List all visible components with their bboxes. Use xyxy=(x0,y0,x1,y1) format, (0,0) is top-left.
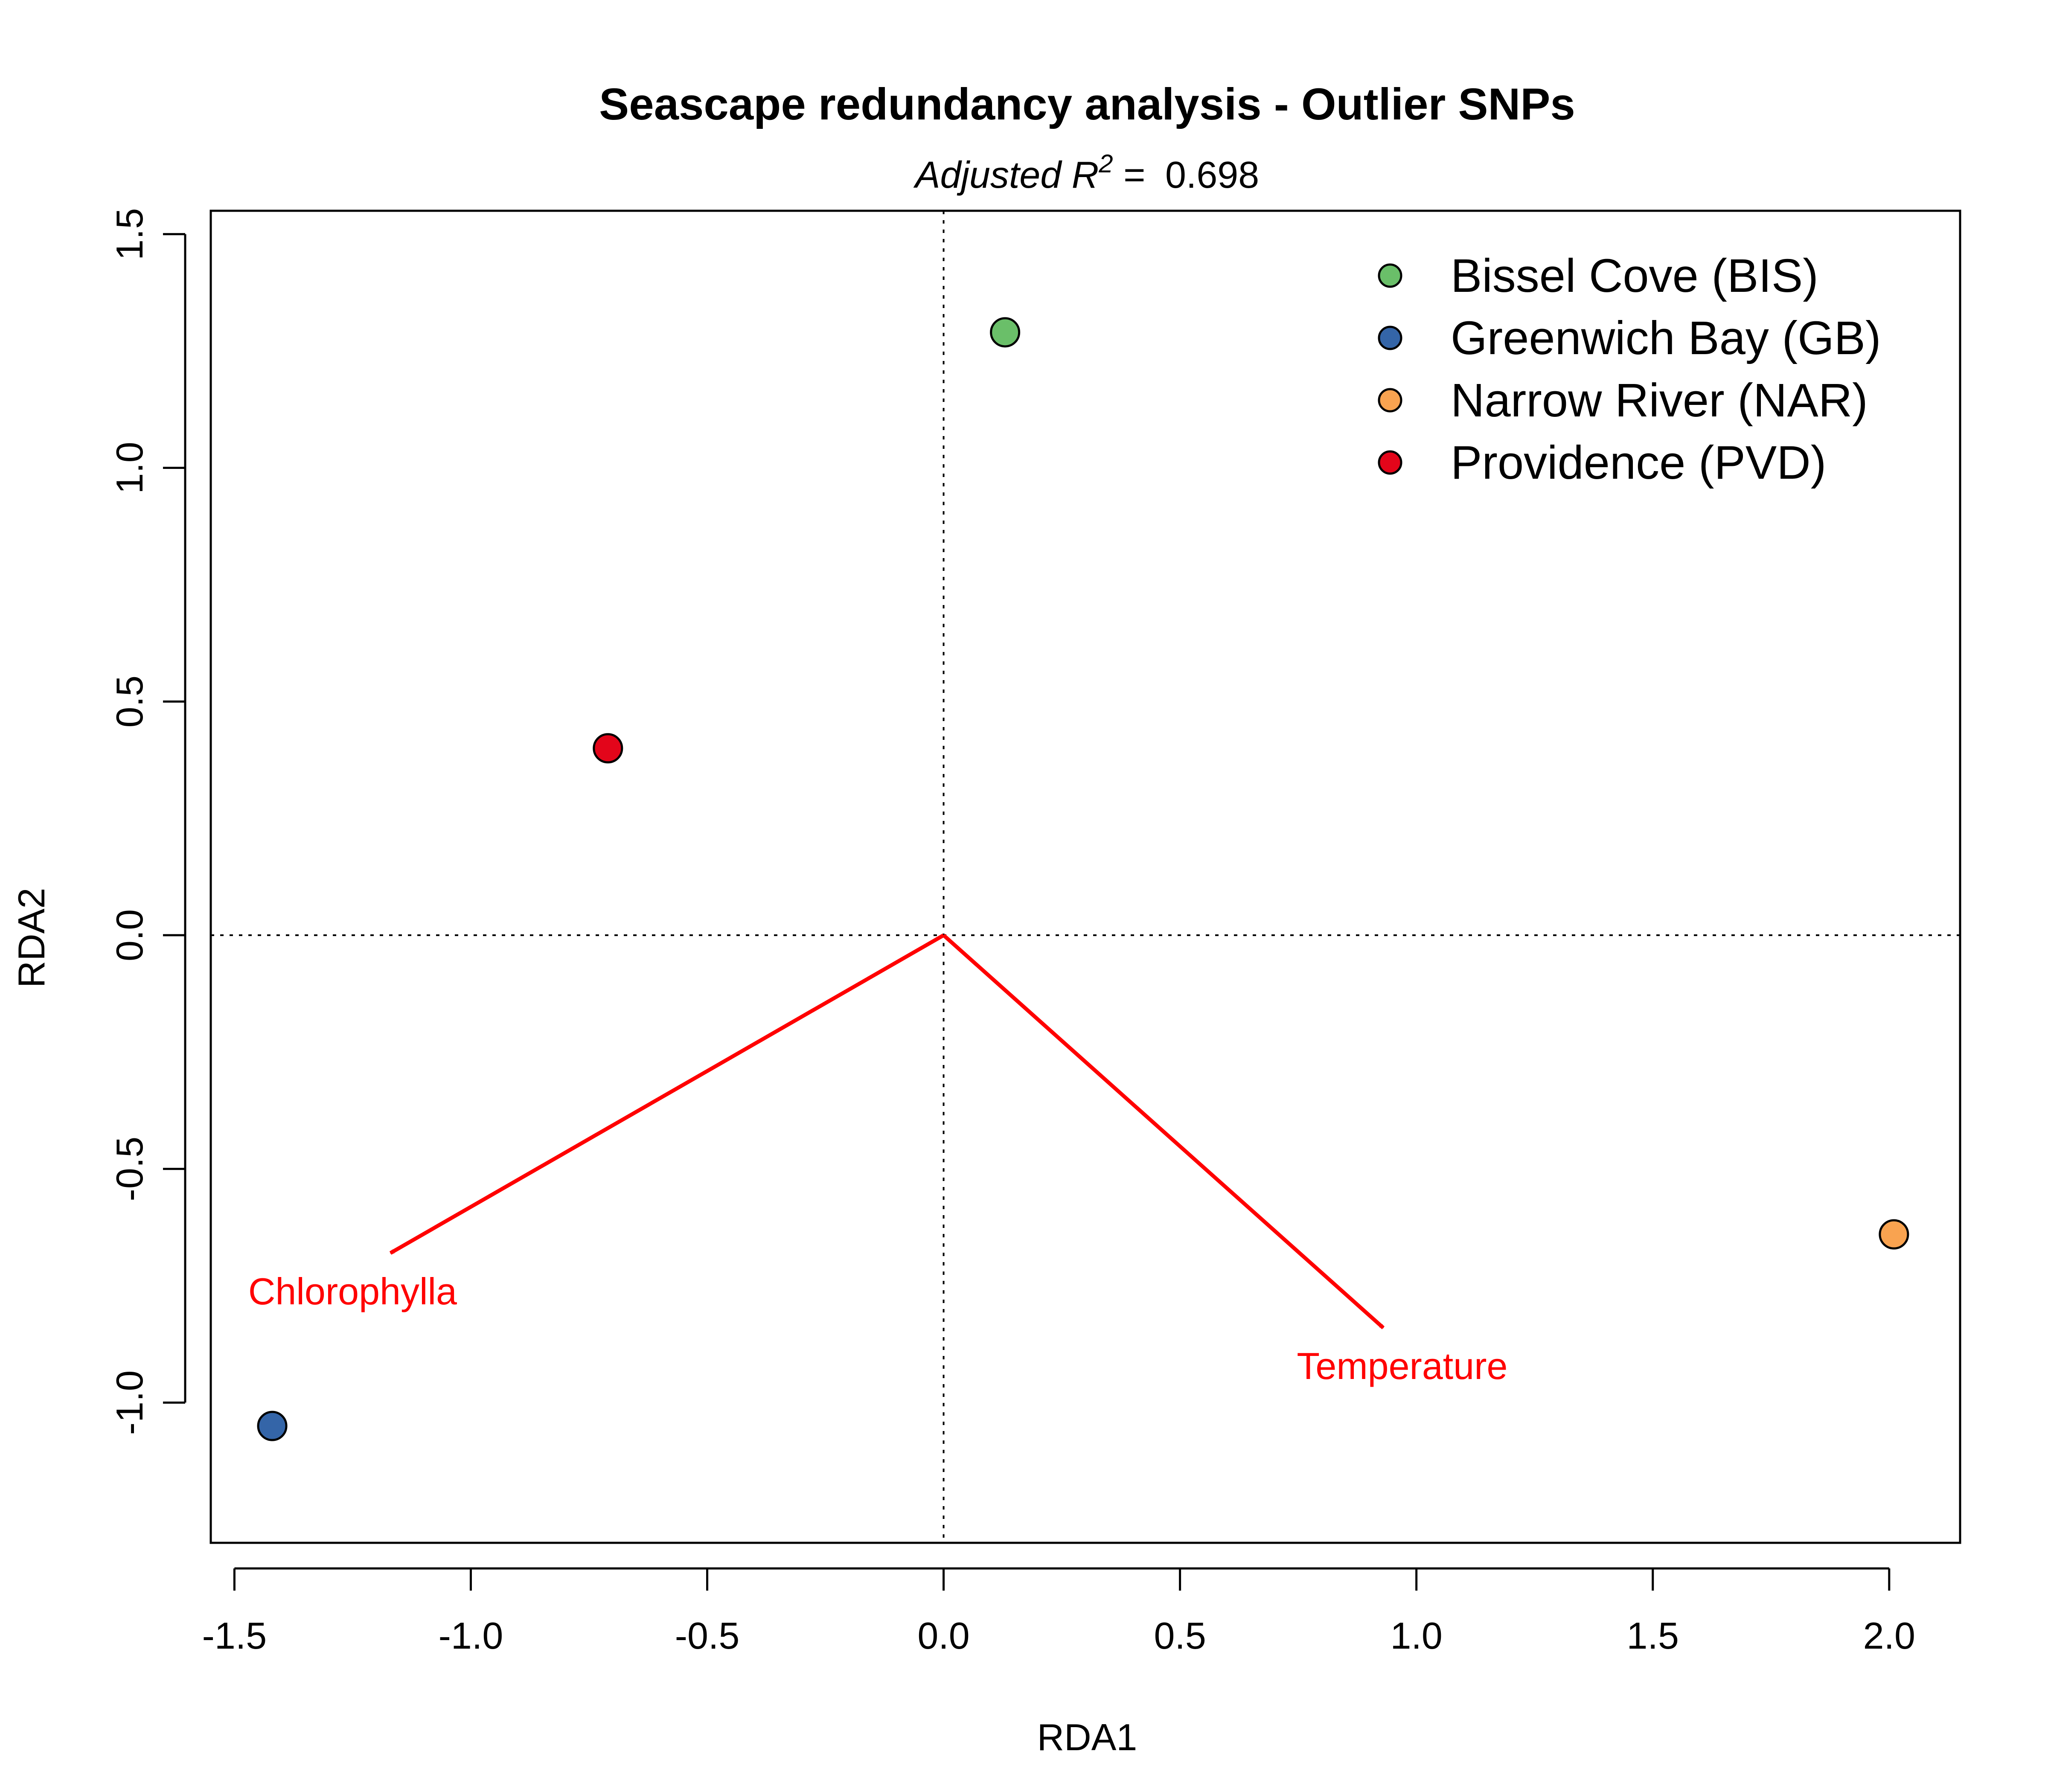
x-axis-label: RDA1 xyxy=(1037,1716,1137,1758)
x-tick-label: 0.0 xyxy=(917,1615,969,1657)
x-tick-label: -0.5 xyxy=(675,1615,740,1657)
vector-label-temperature: Temperature xyxy=(1297,1345,1507,1387)
chart-subtitle: Adjusted R2 = 0.698 xyxy=(913,149,1259,196)
subtitle-label: Adjusted R xyxy=(913,154,1099,196)
legend-marker xyxy=(1378,263,1402,288)
point-providence xyxy=(593,733,623,764)
y-axis: -1.0 -0.5 0.0 0.5 1.0 1.5 xyxy=(108,208,186,1435)
subtitle-superscript: 2 xyxy=(1098,149,1113,178)
legend-label: Narrow River (NAR) xyxy=(1451,374,1868,427)
legend-marker xyxy=(1378,326,1402,350)
x-tick-label: 0.5 xyxy=(1154,1615,1206,1657)
plot-area: Chlorophylla Temperature xyxy=(211,211,1960,1543)
legend-label: Providence (PVD) xyxy=(1451,436,1826,489)
legend-label: Greenwich Bay (GB) xyxy=(1451,312,1881,364)
vector-label-chlorophylla: Chlorophylla xyxy=(248,1270,457,1312)
legend: Bissel Cove (BIS) Greenwich Bay (GB) Narro… xyxy=(1378,250,1881,489)
subtitle-equals: = xyxy=(1113,154,1156,196)
legend-label: Bissel Cove (BIS) xyxy=(1451,250,1818,302)
x-tick-label: 1.5 xyxy=(1627,1615,1679,1657)
y-axis-label: RDA2 xyxy=(10,888,52,988)
x-tick-label: -1.0 xyxy=(439,1615,503,1657)
point-narrow-river xyxy=(1879,1219,1909,1250)
x-tick-label: -1.5 xyxy=(202,1615,267,1657)
legend-marker xyxy=(1378,388,1402,413)
vector-arrow-chlorophylla xyxy=(389,934,945,1255)
legend-marker xyxy=(1378,450,1402,475)
x-tick-label: 1.0 xyxy=(1391,1615,1443,1657)
plot-frame xyxy=(209,209,1961,1544)
vector-arrow-temperature xyxy=(942,934,1385,1329)
point-bissel-cove xyxy=(990,317,1021,348)
x-axis: -1.5 -1.0 -0.5 0.0 0.5 1.0 1.5 2.0 xyxy=(202,1567,1915,1657)
x-tick-label: 2.0 xyxy=(1863,1615,1915,1657)
y-tick-label: 0.0 xyxy=(108,909,151,961)
point-greenwich-bay xyxy=(257,1411,288,1441)
y-tick-label: 1.5 xyxy=(108,208,151,260)
y-tick-label: -1.0 xyxy=(108,1370,151,1435)
y-tick-label: -0.5 xyxy=(108,1137,151,1201)
subtitle-value: 0.698 xyxy=(1165,154,1259,196)
legend-item-providence: Providence (PVD) xyxy=(1378,436,1826,489)
chart-title: Seascape redundancy analysis - Outlier S… xyxy=(599,79,1575,129)
legend-item-bissel-cove: Bissel Cove (BIS) xyxy=(1378,250,1818,302)
legend-item-greenwich-bay: Greenwich Bay (GB) xyxy=(1378,312,1881,364)
y-tick-label: 1.0 xyxy=(108,442,151,494)
legend-item-narrow-river: Narrow River (NAR) xyxy=(1378,374,1868,427)
y-tick-label: 0.5 xyxy=(108,675,151,727)
